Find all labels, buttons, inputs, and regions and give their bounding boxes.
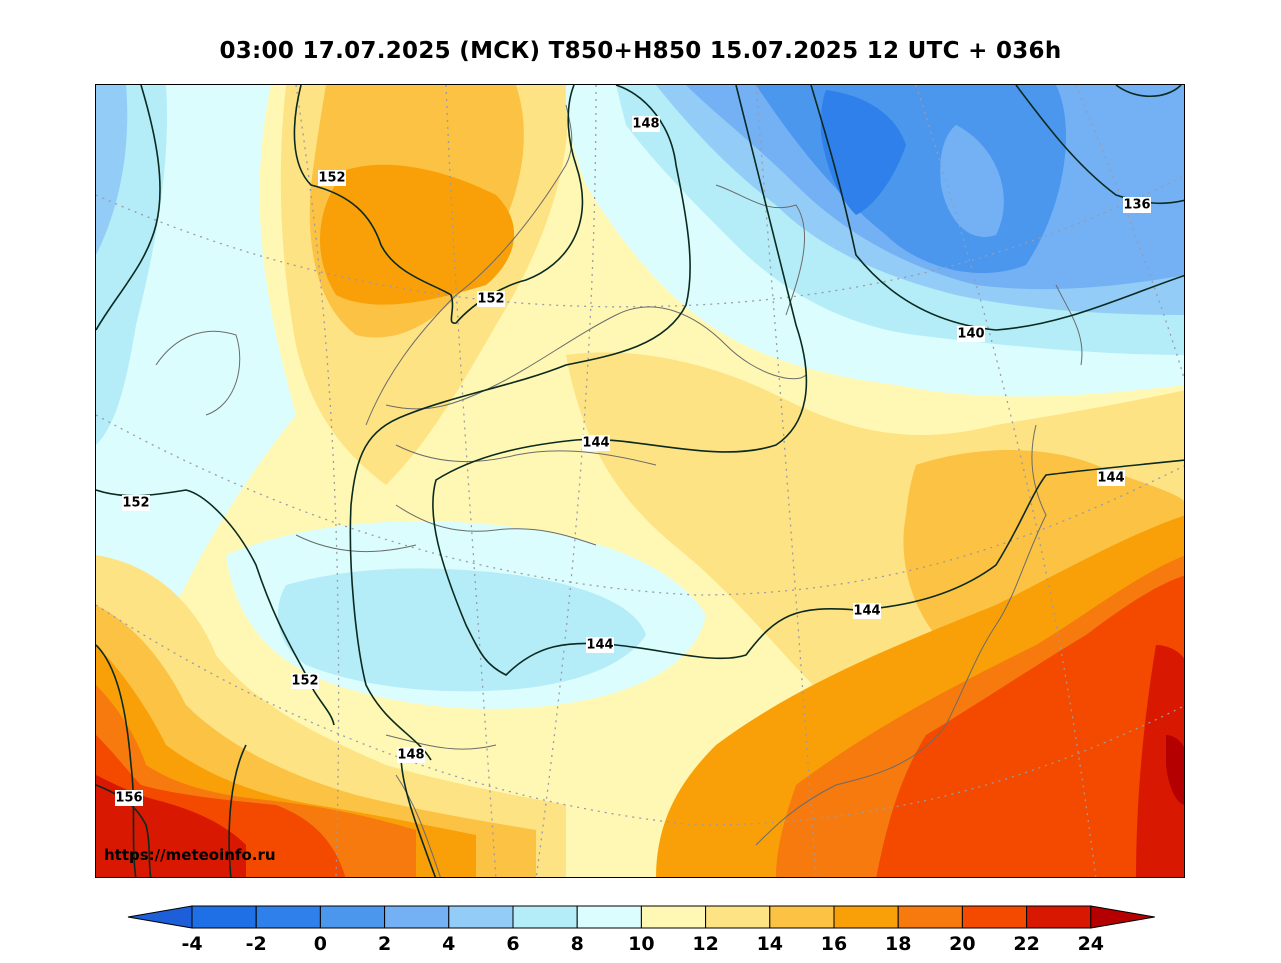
colorbar-cell [961, 905, 1028, 929]
contour-label: 144 [586, 638, 613, 653]
colorbar-tick-label: 16 [821, 933, 847, 955]
colorbar-cell [1026, 905, 1092, 929]
field-baltic-6 [277, 568, 646, 692]
graticule [96, 85, 1184, 877]
colorbar-cell [384, 905, 450, 929]
colorbar-cell [576, 905, 642, 929]
colorbar-cell [640, 905, 707, 929]
coastlines [155, 104, 1083, 877]
contour-label: 148 [632, 117, 659, 132]
colorbar-tick-label: 2 [378, 933, 391, 955]
contour-label: 144 [1097, 471, 1124, 486]
field-scand-16 [319, 164, 515, 305]
contour-148-north [349, 85, 691, 761]
forecast-map: 152 148 136 152 140 144 152 144 144 144 … [95, 84, 1185, 878]
colorbar-cell [448, 905, 514, 929]
map-title: 03:00 17.07.2025 (МСК) T850+H850 15.07.2… [219, 38, 1062, 64]
contour-label: 156 [115, 791, 142, 806]
contour-144-east [432, 85, 1184, 676]
colorbar-tick-label: 18 [885, 933, 911, 955]
field-east-2b [940, 125, 1004, 237]
colorbar-ticks: -4 -2 0 2 4 6 8 10 12 14 16 18 20 22 24 [181, 933, 1104, 955]
contour-152-sw [96, 784, 152, 877]
contour-156 [96, 644, 137, 877]
colorbar-cell [191, 905, 257, 929]
contour-label: 152 [122, 496, 149, 511]
colorbar-tick-label: 22 [1013, 933, 1039, 955]
field-se-20 [876, 575, 1184, 877]
field-se-22 [1136, 645, 1184, 877]
contour-136b [1115, 85, 1182, 97]
contour-label: 140 [957, 327, 984, 342]
colorbar-cell [319, 905, 386, 929]
contour-152-left [96, 85, 161, 331]
field-se-24 [1166, 735, 1184, 805]
contour-136 [1015, 85, 1184, 205]
field-west-4 [96, 85, 128, 255]
contour-148-sw [228, 744, 247, 877]
contour-label: 144 [582, 436, 609, 451]
colorbar-tick-label: -4 [181, 933, 202, 955]
colorbar-tick-label: 14 [757, 933, 783, 955]
colorbar-cell [833, 905, 899, 929]
colorbar-tick-label: 4 [442, 933, 455, 955]
colorbar-extend-high [1090, 905, 1155, 929]
contour-label: 152 [477, 292, 504, 307]
contour-labels: 152 148 136 152 140 144 152 144 144 144 … [115, 116, 1151, 806]
source-watermark: https://meteoinfo.ru [104, 846, 276, 864]
colorbar-tick-label: 12 [692, 933, 718, 955]
colorbar-tick-label: -2 [246, 933, 267, 955]
contour-label: 152 [291, 674, 318, 689]
colorbar-tick-label: 0 [314, 933, 327, 955]
contour-148-south [400, 754, 437, 877]
colorbar-extend-low [127, 905, 193, 929]
colorbar-cell [255, 905, 321, 929]
colorbar: -4 -2 0 2 4 6 8 10 12 14 16 18 20 22 24 [127, 905, 1155, 955]
field-east-m2 [820, 90, 906, 215]
colorbar-tick-label: 8 [571, 933, 584, 955]
contour-140 [810, 85, 1184, 331]
colorbar-tick-label: 6 [506, 933, 519, 955]
contour-label: 136 [1123, 198, 1150, 213]
contour-label: 144 [853, 604, 880, 619]
height-contours [96, 85, 1184, 877]
colorbar-tick-label: 20 [949, 933, 975, 955]
colorbar-cell [897, 905, 963, 929]
colorbar-cells [127, 905, 1155, 929]
colorbar-tick-label: 10 [628, 933, 654, 955]
colorbar-cell [512, 905, 578, 929]
contour-152-north [293, 85, 584, 324]
colorbar-tick-label: 24 [1078, 933, 1104, 955]
temperature-field: 152 148 136 152 140 144 152 144 144 144 … [96, 85, 1184, 877]
colorbar-cell [769, 905, 835, 929]
contour-label: 148 [397, 748, 424, 763]
contour-label: 152 [318, 171, 345, 186]
colorbar-cell [705, 905, 771, 929]
